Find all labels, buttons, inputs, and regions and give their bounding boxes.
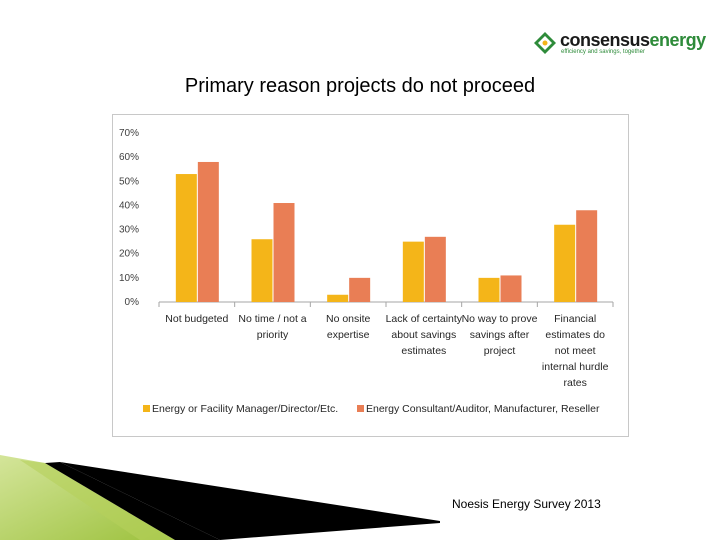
bar-series-2 bbox=[576, 210, 598, 302]
logo-diamond-icon bbox=[534, 32, 556, 54]
legend-label-2: Energy Consultant/Auditor, Manufacturer,… bbox=[366, 403, 600, 415]
x-category-label: estimates bbox=[401, 345, 446, 357]
bar-series-1 bbox=[327, 294, 349, 302]
y-tick-label: 60% bbox=[119, 152, 139, 163]
x-category-label: rates bbox=[563, 377, 586, 389]
bar-series-1 bbox=[251, 239, 273, 302]
x-category-label: not meet bbox=[555, 345, 596, 357]
bar-series-1 bbox=[554, 224, 576, 302]
logo-word-2: energy bbox=[649, 30, 707, 50]
bar-series-2 bbox=[349, 277, 371, 302]
x-category-label: priority bbox=[257, 329, 289, 341]
x-category-label: estimates do bbox=[545, 329, 605, 341]
decorative-corner-swoosh bbox=[0, 455, 440, 540]
x-category-label: project bbox=[484, 345, 516, 357]
logo-wordmark: consensusenergy bbox=[560, 30, 706, 51]
slide-title: Primary reason projects do not proceed bbox=[184, 75, 536, 97]
x-category-label: No way to prove bbox=[462, 313, 538, 325]
source-citation: Noesis Energy Survey 2013 bbox=[452, 497, 601, 511]
legend-label-1: Energy or Facility Manager/Director/Etc. bbox=[152, 403, 338, 415]
x-category-label: No time / not a bbox=[238, 313, 306, 325]
x-category-label: expertise bbox=[327, 329, 370, 341]
bar-series-2 bbox=[273, 203, 295, 302]
bar-series-2 bbox=[500, 275, 522, 302]
y-tick-label: 0% bbox=[125, 297, 140, 308]
y-tick-label: 40% bbox=[119, 200, 139, 211]
consensus-energy-logo: consensusenergy efficiency and savings, … bbox=[534, 30, 706, 60]
x-category-label: internal hurdle bbox=[542, 361, 609, 373]
y-tick-label: 50% bbox=[119, 176, 139, 187]
x-category-label: Lack of certainty bbox=[386, 313, 463, 325]
x-category-label: No onsite bbox=[326, 313, 371, 325]
x-category-label: about savings bbox=[391, 329, 456, 341]
bar-series-2 bbox=[424, 236, 446, 302]
chart-frame: 0% 10% 20% 30% 40% 50% 60% 70% Not budgeted No ti… bbox=[112, 114, 629, 437]
x-category-label: Financial bbox=[554, 313, 596, 325]
bar-series-2 bbox=[197, 161, 219, 302]
legend-swatch-1 bbox=[143, 405, 150, 412]
bar-series-1 bbox=[402, 241, 424, 302]
y-tick-label: 70% bbox=[119, 128, 139, 139]
x-category-label: Not budgeted bbox=[165, 313, 228, 325]
bar-series-1 bbox=[175, 174, 197, 302]
y-tick-label: 10% bbox=[119, 273, 139, 284]
logo-tagline: efficiency and savings, together bbox=[561, 49, 645, 55]
bar-chart: 0% 10% 20% 30% 40% 50% 60% 70% Not budgeted No ti… bbox=[119, 128, 614, 415]
bar-series-1 bbox=[478, 277, 500, 302]
y-tick-label: 20% bbox=[119, 249, 139, 260]
y-tick-label: 30% bbox=[119, 225, 139, 236]
legend-swatch-2 bbox=[357, 405, 364, 412]
x-category-label: savings after bbox=[470, 329, 530, 341]
logo-word-1: consensus bbox=[560, 30, 650, 50]
